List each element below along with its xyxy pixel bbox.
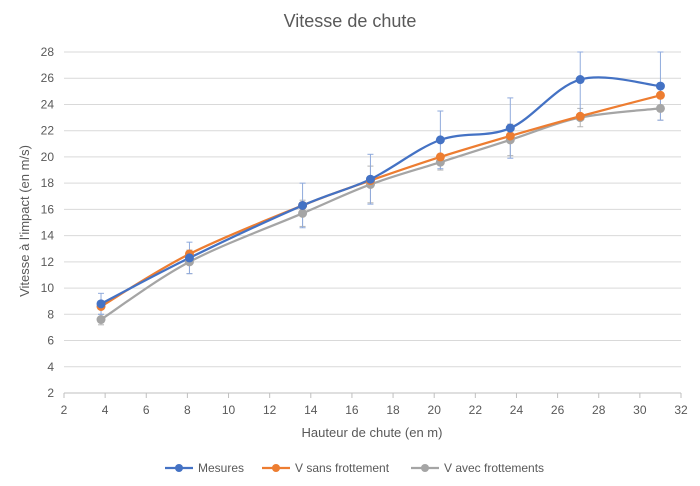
y-tick-label: 8 <box>47 307 54 321</box>
gridlines <box>64 51 681 394</box>
y-tick-label: 28 <box>41 45 55 59</box>
point-mesures <box>184 253 194 263</box>
y-tick-label: 14 <box>41 229 55 243</box>
x-tick-label: 16 <box>345 403 359 417</box>
point-v-avec-frottements <box>96 315 106 325</box>
error-bars <box>98 51 664 326</box>
x-tick-label: 28 <box>592 403 606 417</box>
x-tick-label: 20 <box>428 403 442 417</box>
point-v-avec-frottements <box>298 208 308 218</box>
y-tick-label: 20 <box>41 150 55 164</box>
x-tick-label: 14 <box>304 403 318 417</box>
y-tick-label: 18 <box>41 176 55 190</box>
y-axis-label: Vitesse à l'impact (en m/s) <box>17 145 32 297</box>
x-tick-label: 26 <box>551 403 565 417</box>
legend-label: Mesures <box>198 461 244 475</box>
x-axis-label: Hauteur de chute (en m) <box>302 425 443 440</box>
point-v-sans-frottement <box>655 90 665 100</box>
x-tick-label: 4 <box>102 403 109 417</box>
y-tick-label: 12 <box>41 255 55 269</box>
chart-title: Vitesse de chute <box>284 11 417 31</box>
legend-marker-2 <box>421 464 429 472</box>
x-tick-label: 24 <box>510 403 524 417</box>
x-tick-label: 30 <box>633 403 647 417</box>
y-tick-label: 4 <box>47 360 54 374</box>
point-v-sans-frottement <box>505 131 515 141</box>
point-mesures <box>575 75 585 85</box>
legend-marker-0 <box>175 464 183 472</box>
point-mesures <box>655 81 665 91</box>
point-v-sans-frottement <box>575 111 585 121</box>
point-mesures <box>365 174 375 184</box>
legend-label: V sans frottement <box>295 461 390 475</box>
y-tick-label: 24 <box>41 97 55 111</box>
x-tick-label: 12 <box>263 403 277 417</box>
point-mesures <box>435 135 445 145</box>
x-tick-label: 8 <box>184 403 191 417</box>
point-v-sans-frottement <box>435 152 445 162</box>
y-tick-label: 22 <box>41 124 55 138</box>
series-line-mesures <box>100 76 661 305</box>
y-tick-label: 26 <box>41 71 55 85</box>
x-tick-label: 6 <box>143 403 150 417</box>
y-tick-label: 10 <box>41 281 55 295</box>
x-tick-label: 10 <box>222 403 236 417</box>
x-tick-label: 18 <box>386 403 400 417</box>
x-tick-label: 22 <box>469 403 483 417</box>
x-tick-label: 32 <box>674 403 688 417</box>
y-tick-label: 6 <box>47 334 54 348</box>
point-mesures <box>298 200 308 210</box>
x-tick-label: 2 <box>61 403 68 417</box>
point-v-avec-frottements <box>655 103 665 113</box>
legend-label: V avec frottements <box>444 461 544 475</box>
legend: Mesures V sans frottement V avec frottemen… <box>165 461 544 475</box>
series-points <box>96 75 665 325</box>
point-mesures <box>505 123 515 133</box>
y-tick-label: 16 <box>41 202 55 216</box>
legend-marker-1 <box>272 464 280 472</box>
series-line-v-sans-frottement <box>100 94 661 308</box>
point-mesures <box>96 299 106 309</box>
y-tick-label: 2 <box>47 386 54 400</box>
